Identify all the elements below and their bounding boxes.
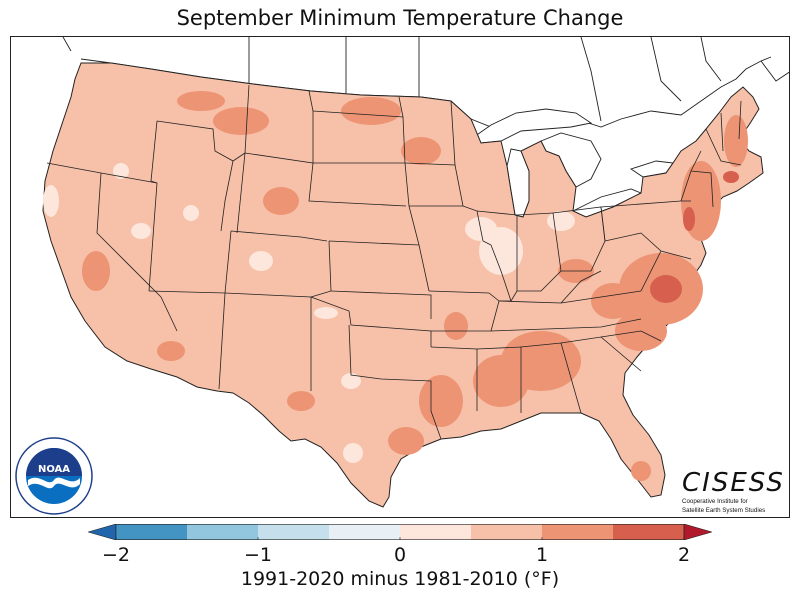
cisess-subtitle-1: Cooperative Institute for <box>682 498 748 505</box>
state-borders <box>46 84 742 440</box>
noaa-wordmark: NOAA <box>38 464 70 475</box>
chart-title: September Minimum Temperature Change <box>176 6 624 30</box>
weak-warming-patches <box>43 163 575 463</box>
noaa-logo: NOAA <box>14 436 94 516</box>
colorbar-bin <box>258 524 329 540</box>
map-panel <box>10 36 790 518</box>
colorbar-bin <box>613 524 684 540</box>
colorbar-extend-low <box>88 524 117 540</box>
colorbar-bin <box>542 524 613 540</box>
colorbar-bin <box>116 524 187 540</box>
cisess-subtitle-2: Satellite Earth System Studies <box>682 507 766 514</box>
cisess-logo: CISESS Cooperative Institute for Satelli… <box>682 468 785 514</box>
colorbar-tick-label: −2 <box>101 544 131 566</box>
colorbar-tick-label: 1 <box>535 544 549 566</box>
colorbar-bin <box>329 524 400 540</box>
cisess-wordmark: CISESS <box>682 468 785 498</box>
warming-patches <box>82 91 748 481</box>
colorbar <box>88 524 712 540</box>
colorbar-tick-label: 0 <box>393 544 407 566</box>
us-map <box>42 37 789 508</box>
colorbar-label: 1991-2020 minus 1981-2010 (°F) <box>240 568 560 590</box>
colorbar-extend-high <box>683 524 712 540</box>
colorbar-bin <box>400 524 471 540</box>
colorbar-tick-label: 2 <box>677 544 691 566</box>
colorbar-bin <box>471 524 542 540</box>
colorbar-bin <box>187 524 258 540</box>
colorbar-tick-label: −1 <box>243 544 273 566</box>
strong-warming-patches <box>650 171 739 303</box>
